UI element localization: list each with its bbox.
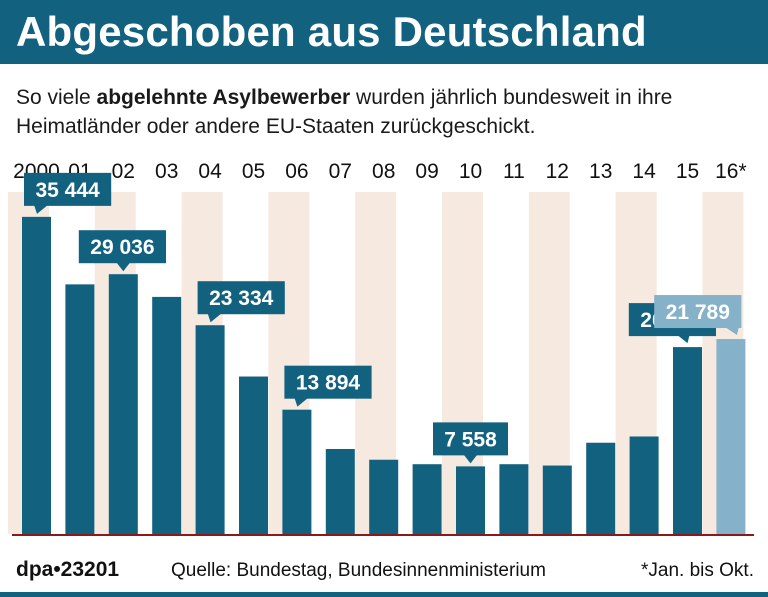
tick-label: 13: [589, 160, 612, 183]
value-callout-pointer: [207, 313, 222, 323]
x-axis-line: [12, 534, 754, 536]
bar-09: [412, 464, 442, 534]
value-callout-box: [433, 422, 508, 456]
tick-label: 14: [632, 160, 656, 183]
source-note: Quelle: Bundestag, Bundesinnenministeriu…: [171, 560, 546, 581]
bar-04: [195, 325, 225, 534]
bar-chart: 2000 01 02 03 04 05 06 07 08 09 10 11 12 13 14 15 16*35 …: [8, 160, 754, 536]
bar-13: [586, 442, 616, 534]
tick-label: 08: [372, 160, 395, 183]
tick-label: 03: [155, 160, 178, 183]
tick-label: 16*: [715, 160, 747, 183]
bar-06: [282, 409, 312, 534]
footnote: *Jan. bis Okt.: [641, 560, 754, 581]
tick-label: 06: [285, 160, 308, 183]
value-callout-pointer: [463, 454, 478, 464]
bar-02: [108, 274, 138, 534]
value-label: 29 036: [90, 236, 154, 259]
subtitle-prefix: So viele: [16, 86, 97, 109]
value-callout-box: [654, 295, 742, 329]
value-label: 35 444: [35, 179, 100, 202]
value-label: 21 789: [666, 301, 730, 324]
value-callout-pointer: [34, 204, 48, 214]
tick-label: 02: [112, 160, 135, 183]
header-bar: Abgeschoben aus Deutschland: [0, 0, 768, 64]
value-callout-pointer: [294, 397, 309, 407]
bar-14: [629, 436, 659, 534]
value-label: 23 334: [209, 287, 274, 310]
tick-label: 09: [415, 160, 438, 183]
value-callout-pointer: [677, 335, 690, 344]
bar-15: [673, 347, 702, 534]
bar-10: [456, 466, 485, 534]
value-label: 13 894: [296, 372, 361, 395]
value-label: 7 558: [444, 428, 497, 451]
bar-03: [152, 296, 182, 534]
value-callout-pointer: [116, 262, 131, 272]
footer-strip: [0, 592, 768, 597]
subtitle-bold: abgelehnte Asylbewerber: [96, 86, 351, 109]
value-callout-box: [78, 230, 166, 264]
bar-16*: [716, 339, 746, 534]
bar-07: [325, 449, 355, 534]
value-callout-box: [284, 365, 372, 399]
bar-12: [542, 465, 572, 534]
tick-label: 10: [459, 160, 482, 183]
tick-label: 15: [676, 160, 699, 183]
tick-label: 07: [329, 160, 352, 183]
tick-label: 12: [546, 160, 569, 183]
tick-label: 04: [198, 160, 222, 183]
subtitle-suffix: wurden jährlich bundesweit in ihre Heima…: [16, 86, 673, 138]
page-title: Abgeschoben aus Deutschland: [16, 8, 647, 55]
value-callout-pointer: [724, 327, 739, 336]
chart-subtitle: So viele abgelehnte Asylbewerber wurden …: [16, 83, 756, 141]
dpa-logo: dpa•23201: [16, 558, 120, 581]
bar-11: [499, 464, 529, 534]
value-callout-box: [197, 281, 285, 315]
tick-label: 11: [503, 160, 525, 183]
bar-01: [65, 284, 95, 534]
tick-label: 05: [242, 160, 265, 183]
value-callout-box: [24, 172, 112, 206]
bar-2000: [22, 216, 51, 534]
bar-08: [369, 459, 399, 534]
bar-05: [239, 376, 268, 534]
